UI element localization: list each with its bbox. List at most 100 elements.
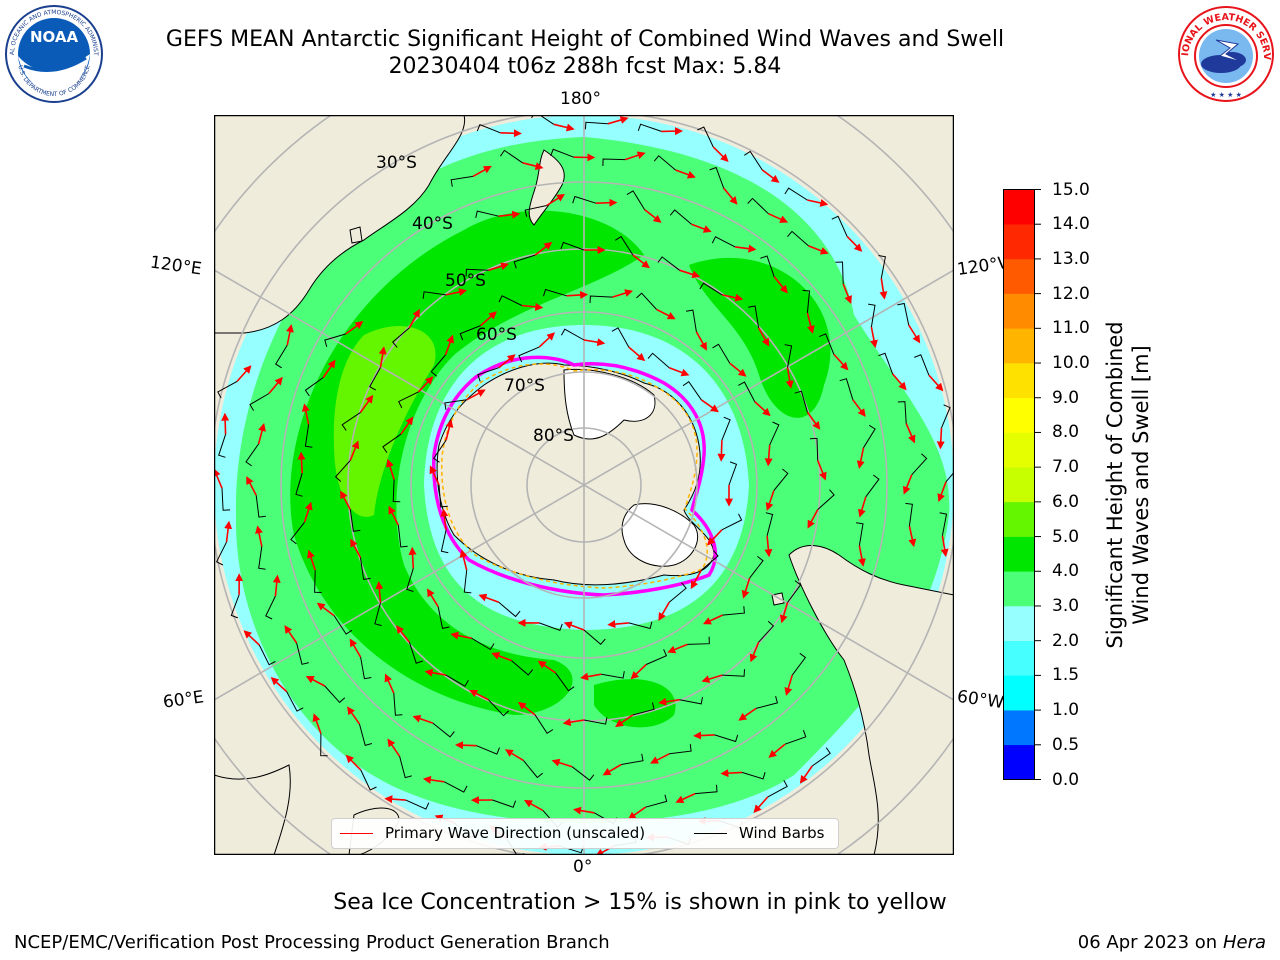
wind-barb xyxy=(524,205,547,218)
colorbar-tick-label: 4.0 xyxy=(1052,561,1080,582)
south-america-land xyxy=(788,545,954,855)
wind-barb xyxy=(249,393,270,411)
lat-label-40s: 40°S xyxy=(412,214,453,234)
wind-barb xyxy=(488,699,509,717)
wind-barb xyxy=(314,570,322,593)
wind-barb xyxy=(304,377,324,397)
noaa-logo-text: NOAA xyxy=(30,28,79,46)
wave-direction-arrow xyxy=(717,440,726,462)
wave-band-4to5m-south xyxy=(594,679,676,728)
wave-direction-arrow xyxy=(538,332,555,348)
wave-direction-arrow xyxy=(602,763,622,776)
wave-direction-arrow xyxy=(675,169,696,179)
wave-direction-arrow xyxy=(808,245,829,255)
wind-barb xyxy=(445,674,469,687)
wave-direction-arrow xyxy=(472,165,492,178)
wave-direction-arrow xyxy=(773,276,788,294)
wave-direction-arrow xyxy=(422,775,445,784)
wind-barb xyxy=(290,521,305,545)
wind-barb xyxy=(784,187,808,201)
wind-barb xyxy=(230,594,240,619)
lat-label-70s: 70°S xyxy=(504,376,545,396)
wind-barb xyxy=(215,541,227,566)
colorbar-tick-label: 3.0 xyxy=(1052,595,1080,616)
lat-label-30s: 30°S xyxy=(376,153,417,173)
wave-direction-arrow xyxy=(668,366,690,377)
wave-direction-arrow xyxy=(891,373,907,391)
colorbar-segment xyxy=(1003,501,1035,537)
colorbar-tick-label: 10.0 xyxy=(1052,353,1090,374)
colorbar-tick-label: 11.0 xyxy=(1052,318,1090,339)
colorbar-tick-label: 5.0 xyxy=(1052,526,1080,547)
wind-barb xyxy=(258,546,266,570)
wind-barb xyxy=(408,642,423,664)
wind-barb xyxy=(773,468,789,491)
colorbar-segment xyxy=(1003,224,1035,260)
wind-barb xyxy=(721,513,743,531)
wave-direction-arrow xyxy=(607,620,629,629)
wave-direction-arrow xyxy=(500,129,522,138)
wind-barb xyxy=(286,691,304,712)
wind-barb xyxy=(811,747,831,767)
wave-direction-arrow xyxy=(693,731,715,740)
wave-direction-arrow xyxy=(807,199,829,207)
wind-barb xyxy=(721,416,731,441)
wind-barb xyxy=(679,697,703,705)
wave-direction-arrow xyxy=(270,677,288,693)
wind-barb xyxy=(897,302,910,326)
wind-barb xyxy=(476,745,500,755)
wave-direction-arrow xyxy=(928,374,944,392)
wind-barb xyxy=(499,149,523,164)
wind-barb xyxy=(444,399,467,410)
wave-direction-arrow xyxy=(624,151,646,161)
wind-barb xyxy=(511,660,534,676)
wave-direction-arrow xyxy=(879,278,888,300)
wind-barb xyxy=(748,305,760,328)
wind-barb xyxy=(711,236,736,248)
wind-barb xyxy=(437,606,450,629)
wind-barb xyxy=(392,479,401,503)
wave-direction-arrow xyxy=(857,545,866,567)
wave-direction-arrow xyxy=(445,288,467,296)
wind-barb xyxy=(831,215,848,237)
title-line2: 20230404 t06z 288h fcst Max: 5.84 xyxy=(388,54,782,79)
wind-barb xyxy=(939,512,948,536)
wave-direction-arrow xyxy=(846,235,863,252)
wind-barb xyxy=(550,148,574,158)
title-line1: GEFS MEAN Antarctic Significant Height o… xyxy=(165,27,1005,52)
wind-barb xyxy=(438,484,448,508)
wave-direction-arrow xyxy=(691,223,712,233)
wave-direction-arrow xyxy=(284,625,298,644)
wind-barb xyxy=(856,522,864,546)
wind-barb xyxy=(589,295,613,304)
wave-direction-arrow xyxy=(378,346,387,368)
wave-direction-arrow xyxy=(387,738,401,757)
wave-direction-arrow xyxy=(658,601,670,621)
wave-direction-arrow xyxy=(440,508,449,530)
wave-direction-arrow xyxy=(833,353,849,371)
wave-direction-arrow xyxy=(615,714,634,728)
wave-direction-arrow xyxy=(347,706,361,725)
wind-barb xyxy=(217,380,238,399)
wave-direction-arrow xyxy=(675,792,696,803)
wave-direction-arrow xyxy=(768,743,786,758)
wind-barb xyxy=(787,230,809,247)
colorbar-tick-label: 0.0 xyxy=(1052,769,1080,790)
wind-barb xyxy=(738,381,756,402)
wave-direction-arrow xyxy=(340,490,352,510)
wave-direction-arrow xyxy=(286,324,294,346)
colorbar-tick-label: 2.0 xyxy=(1052,630,1080,651)
wave-direction-arrow xyxy=(753,796,769,813)
wave-direction-arrow xyxy=(902,474,913,495)
wind-barb xyxy=(349,509,361,532)
wave-direction-arrow xyxy=(498,210,521,219)
wave-direction-arrow xyxy=(754,401,771,417)
wave-direction-arrow xyxy=(779,602,789,624)
wave-direction-arrow xyxy=(628,346,646,362)
colorbar-tick-label: 1.5 xyxy=(1052,665,1080,686)
wave-direction-arrow xyxy=(384,673,395,694)
wave-direction-arrow xyxy=(384,795,406,804)
wind-barb xyxy=(406,568,414,592)
wave-direction-arrow xyxy=(627,806,646,820)
wave-direction-arrow xyxy=(936,427,945,450)
